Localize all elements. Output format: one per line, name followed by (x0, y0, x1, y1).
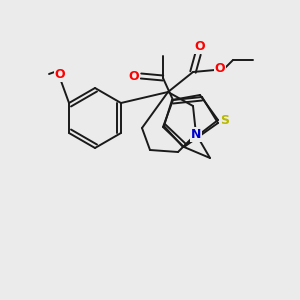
Text: N: N (191, 128, 201, 140)
Text: O: O (55, 68, 65, 80)
Text: O: O (215, 62, 225, 76)
Text: O: O (195, 40, 205, 52)
Text: S: S (220, 115, 230, 128)
Text: O: O (129, 70, 139, 83)
